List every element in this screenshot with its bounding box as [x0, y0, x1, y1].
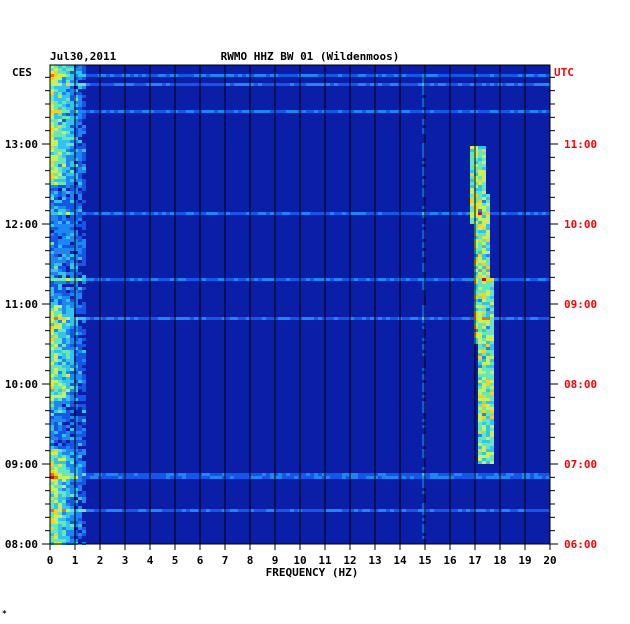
- right-time-label: 10:00: [564, 218, 597, 231]
- x-tick-label: 3: [122, 554, 129, 567]
- left-time-label: 09:00: [5, 458, 38, 471]
- x-tick-label: 14: [393, 554, 407, 567]
- date-label: Jul30,2011: [50, 50, 117, 63]
- x-tick-label: 19: [518, 554, 531, 567]
- x-tick-label: 1: [72, 554, 79, 567]
- right-time-label: 07:00: [564, 458, 597, 471]
- x-tick-label: 10: [293, 554, 306, 567]
- x-tick-label: 2: [97, 554, 104, 567]
- left-time-label: 12:00: [5, 218, 38, 231]
- left-time-label: 11:00: [5, 298, 38, 311]
- x-tick-label: 16: [443, 554, 457, 567]
- x-tick-label: 15: [418, 554, 431, 567]
- x-tick-label: 18: [493, 554, 506, 567]
- left-time-label: 13:00: [5, 138, 38, 151]
- chart-title: RWMO HHZ BW 01 (Wildenmoos): [221, 50, 400, 63]
- x-tick-label: 5: [172, 554, 179, 567]
- left-time-label: 10:00: [5, 378, 38, 391]
- x-axis-label: FREQUENCY (HZ): [266, 566, 359, 579]
- x-tick-label: 0: [47, 554, 54, 567]
- x-tick-label: 13: [368, 554, 381, 567]
- x-tick-label: 6: [197, 554, 204, 567]
- left-time-label: 08:00: [5, 538, 38, 551]
- right-time-label: 11:00: [564, 138, 597, 151]
- x-tick-label: 8: [247, 554, 254, 567]
- x-tick-label: 7: [222, 554, 229, 567]
- left-timezone-label: CES: [12, 66, 32, 79]
- right-timezone-label: UTC: [554, 66, 574, 79]
- footer-mark: *: [2, 609, 7, 618]
- right-time-label: 09:00: [564, 298, 597, 311]
- x-tick-label: 9: [272, 554, 279, 567]
- x-tick-label: 4: [147, 554, 154, 567]
- right-time-label: 06:00: [564, 538, 597, 551]
- x-tick-label: 12: [343, 554, 356, 567]
- x-tick-label: 11: [318, 554, 332, 567]
- right-time-label: 08:00: [564, 378, 597, 391]
- x-tick-label: 17: [468, 554, 481, 567]
- x-tick-label: 20: [543, 554, 556, 567]
